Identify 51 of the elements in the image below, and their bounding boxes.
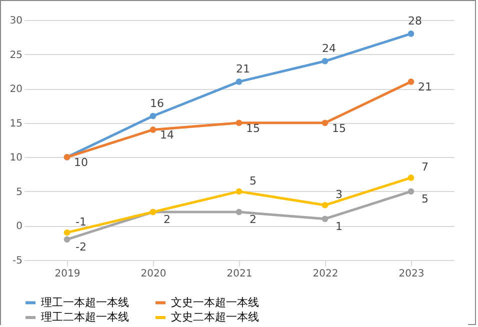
point (64, 229, 70, 236)
y-tick-label: 5 (16, 186, 22, 198)
point (236, 120, 242, 126)
y-tick-label: 30 (10, 16, 22, 26)
x-tick-label: 2020 (140, 268, 166, 280)
data-label: 14 (160, 128, 174, 142)
y-tick-label: 10 (10, 152, 22, 164)
point (408, 78, 414, 85)
y-tick-label: 0 (16, 221, 22, 232)
data-label: 28 (408, 14, 422, 28)
x-tick-label: 2021 (226, 268, 252, 280)
data-label: 15 (332, 122, 346, 135)
data-label: 1 (336, 220, 342, 233)
data-label: 15 (246, 122, 260, 135)
data-label: 21 (418, 80, 432, 94)
legend-label: 理工一本超一本线 (41, 296, 129, 309)
data-label: 2 (164, 213, 170, 226)
x-tick-label: 2022 (312, 268, 338, 280)
point (408, 30, 414, 37)
data-label: 7 (422, 160, 428, 174)
point (236, 78, 242, 85)
legend-label: 文史一本超一本线 (171, 296, 259, 309)
point (322, 58, 328, 64)
data-label: 10 (74, 156, 88, 170)
point (64, 236, 70, 243)
point (408, 188, 414, 195)
legend-label: 理工二本超一本线 (41, 310, 129, 324)
point (150, 112, 156, 120)
x-tick-label: 2019 (54, 268, 80, 280)
y-tick-label: 25 (10, 50, 22, 61)
data-label: 2 (250, 213, 256, 226)
data-label: 16 (150, 97, 164, 110)
point (322, 216, 328, 222)
data-label: 21 (236, 62, 250, 76)
data-label: 3 (336, 188, 342, 202)
point (236, 188, 242, 195)
point (150, 126, 156, 133)
y-tick-label: 20 (10, 84, 22, 96)
point (236, 208, 242, 216)
legend-label: 文史二本超一本线 (171, 310, 259, 324)
point (322, 202, 328, 208)
point (322, 120, 328, 126)
data-label: 5 (422, 192, 428, 206)
data-label: 24 (322, 42, 336, 56)
y-tick-label: 15 (10, 118, 22, 130)
data-label: 5 (250, 174, 256, 188)
x-tick-label: 2023 (398, 268, 424, 280)
data-label: -1 (76, 216, 86, 229)
point (408, 174, 414, 181)
data-label: -2 (76, 240, 86, 254)
y-tick-label: -5 (12, 256, 22, 266)
